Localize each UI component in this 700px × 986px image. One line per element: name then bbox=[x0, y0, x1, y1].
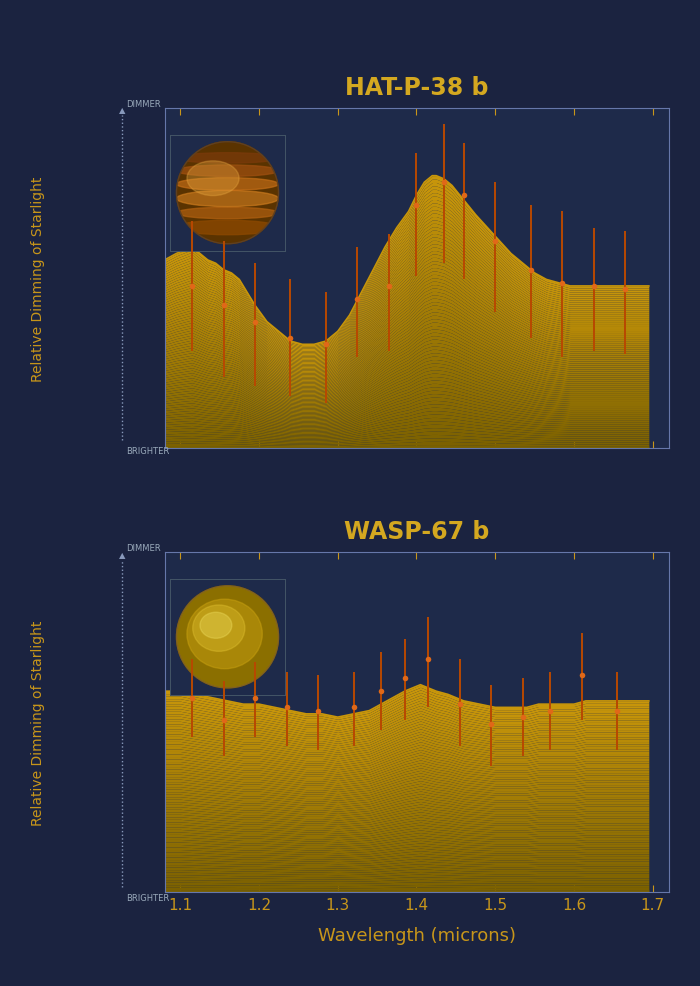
Text: DIMMER: DIMMER bbox=[126, 100, 160, 108]
Title: HAT-P-38 b: HAT-P-38 b bbox=[344, 76, 489, 100]
Title: WASP-67 b: WASP-67 b bbox=[344, 520, 489, 543]
Text: Relative Dimming of Starlight: Relative Dimming of Starlight bbox=[32, 176, 46, 382]
Text: BRIGHTER: BRIGHTER bbox=[126, 893, 169, 902]
Text: Relative Dimming of Starlight: Relative Dimming of Starlight bbox=[32, 620, 46, 825]
Text: ▲: ▲ bbox=[119, 106, 126, 115]
X-axis label: Wavelength (microns): Wavelength (microns) bbox=[318, 926, 515, 944]
Text: DIMMER: DIMMER bbox=[126, 543, 160, 552]
Text: BRIGHTER: BRIGHTER bbox=[126, 447, 169, 456]
Text: ▲: ▲ bbox=[119, 550, 126, 559]
